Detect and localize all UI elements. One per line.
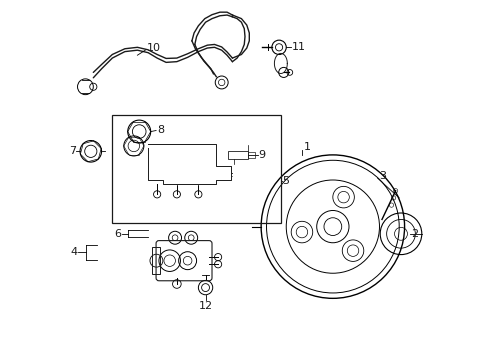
Text: 3: 3 [379, 171, 387, 181]
Bar [112, 116, 281, 223]
Text: 1: 1 [304, 142, 311, 152]
Text: 2: 2 [411, 229, 418, 239]
Text: 10: 10 [147, 43, 160, 53]
Text: 6: 6 [114, 229, 122, 239]
Text: 11: 11 [292, 42, 306, 52]
Bar [247, 152, 255, 158]
Text: 8: 8 [157, 125, 164, 135]
Text: 7: 7 [69, 146, 76, 156]
Polygon shape [148, 144, 231, 184]
Text: 4: 4 [70, 247, 77, 257]
Text: 5: 5 [283, 176, 290, 186]
Bar [228, 150, 247, 159]
Text: 9: 9 [259, 150, 266, 160]
Text: 12: 12 [198, 301, 213, 311]
Bar [152, 247, 160, 274]
